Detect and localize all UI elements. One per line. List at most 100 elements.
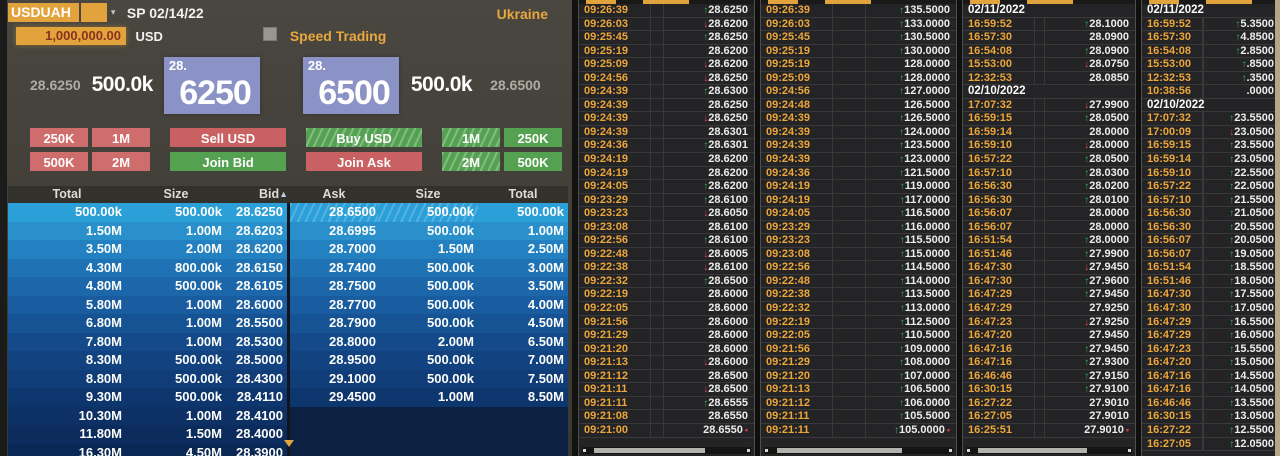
trade-price: ↓27.9450 (1084, 261, 1129, 274)
join-bid-button[interactable]: Join Bid (170, 152, 286, 171)
book-row[interactable]: 3.50M 2.00M 28.6200 28.7000 1.50M 2.50M (8, 240, 568, 259)
trade-time: 16:47:29 (1142, 329, 1203, 342)
tape-column: 09:26:39 ↑135.5000 09:26:03 ↑133.0000 09:25:… (760, 0, 957, 456)
book-row[interactable]: 500.00k 500.00k 28.6250 28.6500 500.00k 500.0… (8, 203, 568, 222)
uptick-arrow-icon: ↑ (899, 303, 905, 315)
scroll-right-dot-icon[interactable] (1128, 449, 1131, 452)
header-ask-size[interactable]: Size (415, 187, 441, 201)
tape-row: 16:59:14 ↑23.0500 (1142, 153, 1280, 167)
tape-row: 09:26:39 ↑28.6250 (579, 4, 754, 18)
tape-spacer (651, 315, 664, 329)
ask-price-tile[interactable]: 28. 6500 (302, 56, 399, 114)
uptick-arrow-icon: ↑ (703, 181, 709, 193)
uptick-arrow-icon: ↑ (1084, 45, 1090, 57)
downtick-arrow-icon: ↓ (703, 72, 709, 84)
size-500k-button[interactable]: 500K (30, 152, 88, 171)
trade-time: 16:47:20 (963, 329, 1035, 342)
book-row[interactable]: 11.80M 1.50M 28.4000 (8, 425, 568, 444)
bid-price-tile[interactable]: 28. 6250 (163, 56, 260, 114)
sell-group: Sell USD Join Bid (170, 128, 286, 176)
tape-row: 16:30:15 ↑27.9100 (963, 383, 1135, 397)
header-bid-size[interactable]: Size (163, 187, 189, 201)
join-ask-button[interactable]: Join Ask (306, 152, 422, 171)
horizontal-scrollbar[interactable] (764, 447, 953, 454)
book-row[interactable]: 8.30M 500.00k 28.5000 28.9500 500.00k 7.00M (8, 351, 568, 370)
trade-time: 09:25:19 (761, 44, 833, 58)
bid-price-cell: 28.5000 (226, 351, 290, 370)
trade-time: 09:22:56 (579, 234, 651, 247)
size-2m-right-button[interactable]: 2M (442, 152, 500, 171)
scroll-left-dot-icon[interactable] (765, 449, 768, 452)
book-row[interactable]: 10.30M 1.00M 28.4100 (8, 406, 568, 425)
chevron-down-icon[interactable]: ▾ (110, 7, 116, 17)
bid-price-cell: 28.6203 (226, 221, 290, 240)
trade-time: 16:46:46 (1142, 396, 1203, 410)
uptick-arrow-icon: ↑ (1235, 18, 1241, 30)
horizontal-scrollbar[interactable] (582, 447, 751, 454)
tape-spacer (1035, 342, 1045, 356)
size-250k-button[interactable]: 250K (30, 128, 88, 147)
tape-spacer (1203, 193, 1204, 207)
ask-price-cell: 28.9500 (329, 352, 376, 367)
scrollbar-thumb[interactable] (777, 448, 902, 453)
scroll-left-dot-icon[interactable] (967, 449, 970, 452)
book-row[interactable]: 9.30M 500.00k 28.4110 29.4500 1.00M 8.50M (8, 388, 568, 407)
bid-size-cell: 800.00k (175, 259, 222, 275)
trade-time: 09:22:48 (579, 247, 651, 261)
ticker-secondary-box[interactable] (80, 3, 107, 22)
uptick-arrow-icon: ↑ (1229, 316, 1235, 328)
speed-trading-checkbox[interactable] (263, 27, 278, 42)
tape-spacer (1035, 125, 1045, 139)
header-bid-total[interactable]: Total (52, 187, 82, 201)
book-row[interactable]: 16.30M 4.50M 28.3900 (8, 443, 568, 456)
ask-size: 500.0k (410, 73, 473, 96)
trade-time: 09:22:48 (761, 274, 833, 288)
size-500k-right-button[interactable]: 500K (504, 152, 562, 171)
downtick-arrow-icon: ↓ (703, 248, 709, 260)
size-1m-right-button[interactable]: 1M (442, 128, 500, 147)
ticker-input[interactable]: USDUAH (8, 3, 79, 22)
book-row[interactable]: 1.50M 1.00M 28.6203 28.6995 500.00k 1.00M (8, 221, 568, 240)
book-row[interactable]: 8.80M 500.00k 28.4300 29.1000 500.00k 7.50M (8, 369, 568, 388)
bid-total-cell: 4.30M (85, 259, 122, 275)
header-ask-price[interactable]: Ask (322, 187, 346, 201)
tape-spacer (1035, 153, 1045, 166)
scroll-right-dot-icon[interactable] (949, 449, 952, 452)
size-2m-button[interactable]: 2M (92, 152, 150, 171)
tape-row: 09:22:19 28.6000 (579, 288, 754, 303)
trade-price: ↑14.5500 (1229, 369, 1274, 382)
ticker-row: USDUAH ▾ SP 02/14/22 Ukraine (8, 3, 572, 27)
size-250k-right-button[interactable]: 250K (504, 128, 562, 147)
trade-time: 16:47:16 (1142, 383, 1203, 396)
book-row[interactable]: 7.80M 1.00M 28.5300 28.8000 2.00M 6.50M (8, 332, 568, 351)
uptick-arrow-icon: ↑ (1229, 221, 1235, 233)
scrollbar-thumb[interactable] (593, 448, 706, 453)
book-row[interactable]: 4.80M 500.00k 28.6105 28.7500 500.00k 3.50M (8, 277, 568, 296)
header-ask-total[interactable]: Total (508, 187, 538, 201)
trade-time: 09:25:45 (579, 31, 651, 44)
book-row[interactable]: 6.80M 1.00M 28.5500 28.7900 500.00k 4.50M (8, 314, 568, 333)
tape-spacer (1203, 356, 1204, 369)
uptick-arrow-icon: ↑ (899, 262, 905, 274)
trade-price: ↑116.5000 (899, 207, 950, 220)
uptick-arrow-icon: ↑ (1229, 262, 1235, 274)
tape-row: 16:56:30 ↑21.0500 (1142, 207, 1280, 221)
book-row[interactable]: 4.30M 800.00k 28.6150 28.7400 500.00k 3.00M (8, 258, 568, 277)
trade-price: 28.6200 (708, 166, 748, 179)
scrollbar-thumb[interactable] (977, 448, 1088, 453)
tape-row: 09:21:29 ↑108.0000 (761, 356, 956, 370)
tape-spacer (1035, 302, 1045, 315)
header-bid-price[interactable]: Bid▲ (258, 187, 288, 201)
tape-row: 16:56:07 28.0000 (963, 220, 1135, 235)
horizontal-scrollbar[interactable] (966, 447, 1132, 454)
trade-price: ↑17.0500 (1229, 302, 1274, 315)
sell-usd-button[interactable]: Sell USD (170, 128, 286, 147)
scroll-right-dot-icon[interactable] (747, 449, 750, 452)
book-row[interactable]: 5.80M 1.00M 28.6000 28.7700 500.00k 4.00M (8, 295, 568, 314)
amount-input[interactable]: 1,000,000.00 (16, 27, 126, 45)
buy-usd-button[interactable]: Buy USD (306, 128, 422, 147)
book-scroll-down-icon[interactable] (284, 440, 294, 447)
scroll-left-dot-icon[interactable] (583, 449, 586, 452)
size-1m-button[interactable]: 1M (92, 128, 150, 147)
tape-row: 09:24:39 ↑126.5000 (761, 112, 956, 126)
